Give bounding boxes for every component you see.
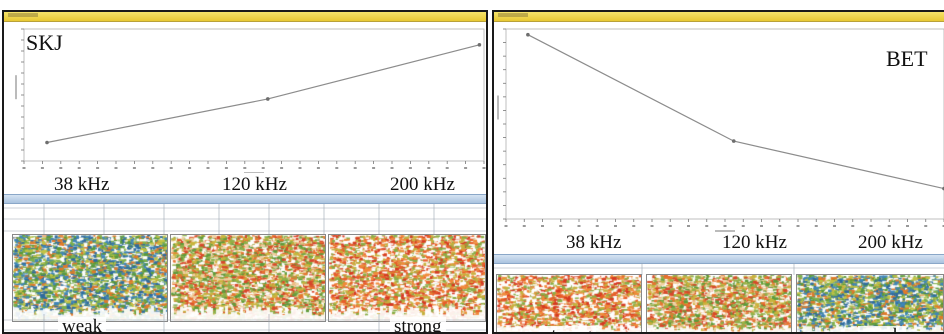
x-tick-label — [668, 225, 672, 227]
x-tick-label — [559, 225, 563, 227]
x-tick-label — [243, 167, 247, 169]
x-tick-label — [814, 225, 818, 227]
x-tick-label — [851, 225, 855, 227]
x-tick-label — [114, 167, 118, 169]
titlebar-caption — [498, 13, 528, 17]
freq-label-120: 120 kHz — [222, 174, 287, 195]
echogram-canvas — [13, 235, 167, 321]
x-tick-label — [504, 225, 508, 227]
bet-panel: BET 38 kHz 120 kHz 200 kHz strong weak — [492, 10, 944, 334]
x-tick-label — [372, 167, 376, 169]
x-tick-label — [132, 167, 136, 169]
echo-label-strong: strong — [540, 326, 596, 332]
echo-label-strong: strong — [390, 317, 446, 332]
data-point — [266, 97, 270, 101]
echogram-38khz — [12, 234, 168, 322]
y-axis-label — [15, 75, 17, 100]
echogram-toolbar — [4, 194, 486, 204]
x-tick-label — [906, 225, 909, 227]
freq-label-200: 200 kHz — [858, 232, 923, 253]
panel-titlebar — [494, 12, 944, 22]
x-tick-label — [614, 225, 617, 227]
titlebar-caption — [8, 13, 38, 17]
x-tick-label — [206, 167, 210, 169]
echogram-header-grid — [494, 263, 944, 275]
y-axis-label — [497, 95, 499, 120]
x-tick-label — [705, 225, 709, 227]
echogram-toolbar — [494, 254, 944, 264]
x-tick-label — [741, 225, 745, 227]
x-tick-label — [687, 225, 690, 227]
panel-titlebar — [4, 12, 486, 22]
x-tick-label — [445, 167, 449, 169]
x-axis-label — [715, 230, 735, 232]
echogram-200khz — [796, 274, 944, 332]
x-tick-label — [40, 167, 44, 169]
echogram-canvas — [647, 275, 791, 332]
freq-label-38: 38 kHz — [566, 232, 622, 253]
echogram-200khz — [328, 234, 486, 322]
x-tick-label — [464, 167, 468, 169]
x-tick-label — [280, 167, 284, 169]
echogram-120khz — [646, 274, 792, 332]
plot-area — [23, 28, 485, 162]
frequency-response-plot — [494, 21, 944, 239]
data-point — [526, 32, 530, 37]
echo-label-weak: weak — [858, 326, 907, 332]
x-tick-label — [541, 225, 544, 227]
echogram-canvas — [171, 235, 325, 321]
x-tick-label — [760, 225, 763, 227]
skj-panel: SKJ 38 kHz 120 kHz 200 kHz weak strong — [2, 10, 488, 334]
x-tick-label — [298, 167, 302, 169]
x-tick-label — [169, 167, 173, 169]
x-tick-label — [261, 167, 265, 169]
species-label: BET — [886, 46, 928, 71]
echogram-120khz — [170, 234, 326, 322]
response-line-chart — [497, 28, 944, 232]
x-tick-label — [887, 225, 891, 227]
x-tick-label — [22, 167, 26, 169]
echogram-38khz — [496, 274, 642, 332]
x-tick-label — [924, 225, 928, 227]
x-tick-label — [942, 225, 944, 227]
x-tick-label — [869, 225, 873, 227]
data-point — [45, 140, 49, 145]
x-tick-label — [224, 167, 228, 169]
echo-label-weak: weak — [58, 317, 107, 332]
x-tick-label — [151, 167, 155, 169]
x-tick-label — [723, 225, 727, 227]
x-tick-label — [796, 225, 800, 227]
x-tick-label — [96, 167, 100, 169]
freq-label-200: 200 kHz — [390, 174, 455, 195]
data-point — [731, 139, 736, 143]
frequency-response-plot — [4, 21, 486, 173]
x-tick-label — [335, 167, 339, 169]
x-tick-label — [353, 167, 357, 169]
x-tick-label — [577, 225, 581, 227]
x-tick-label — [778, 225, 782, 227]
echogram-canvas — [797, 275, 943, 332]
x-tick-label — [390, 167, 394, 169]
x-tick-label — [77, 167, 81, 169]
x-tick-label — [522, 225, 526, 227]
species-label: SKJ — [26, 30, 63, 55]
x-tick-label — [408, 167, 412, 169]
x-tick-label — [316, 167, 320, 169]
x-axis-label — [244, 172, 264, 173]
x-tick-label — [427, 167, 431, 169]
x-tick-label — [59, 167, 63, 169]
x-tick-label — [632, 225, 636, 227]
freq-label-120: 120 kHz — [722, 232, 787, 253]
echogram-canvas — [497, 275, 641, 332]
response-line-chart — [15, 28, 486, 173]
x-tick-label — [188, 167, 192, 169]
data-point — [477, 43, 482, 47]
x-tick-label — [482, 167, 486, 169]
x-tick-label — [833, 225, 836, 227]
freq-label-38: 38 kHz — [54, 174, 110, 195]
x-tick-label — [595, 225, 599, 227]
echogram-canvas — [329, 235, 485, 321]
x-tick-label — [650, 225, 654, 227]
